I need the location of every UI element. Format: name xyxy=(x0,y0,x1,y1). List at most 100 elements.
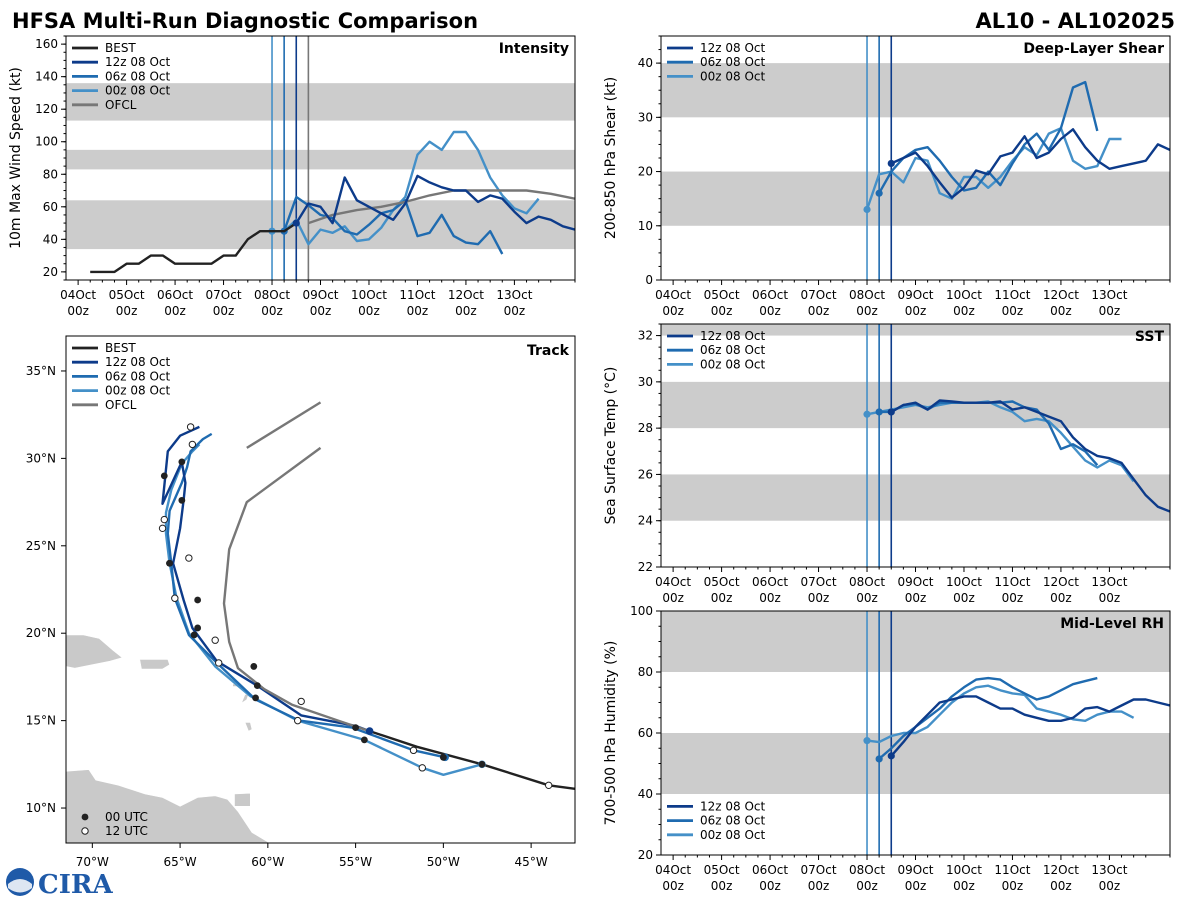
shear-legend-label-06z-08-oct: 06z 08 Oct xyxy=(700,55,766,69)
track-marker-12utc xyxy=(293,716,302,725)
shear-ytick-label: 40 xyxy=(638,56,653,70)
sst-xtick-day: 11Oct xyxy=(994,575,1030,589)
rh-band-0 xyxy=(661,733,1170,794)
land-shape-1 xyxy=(139,659,170,670)
rh-legend-label-06z-08-oct: 06z 08 Oct xyxy=(700,814,766,828)
intensity-xtick-hour: 00z xyxy=(455,304,477,318)
track-marker-00utc xyxy=(160,472,168,480)
intensity-xtick-day: 13Oct xyxy=(496,288,532,302)
intensity-xtick-hour: 00z xyxy=(504,304,526,318)
rh-xtick-day: 05Oct xyxy=(704,863,740,877)
track-ytick-label: 20°N xyxy=(26,626,56,640)
land-shape-4 xyxy=(240,694,249,704)
track-marker-12utc xyxy=(188,440,197,449)
track-marker-00utc xyxy=(253,682,261,690)
sst-xtick-hour: 00z xyxy=(711,591,733,605)
shear-legend-label-12z-08-oct: 12z 08 Oct xyxy=(700,41,766,55)
intensity-xtick-hour: 00z xyxy=(213,304,235,318)
rh-xtick-day: 08Oct xyxy=(849,863,885,877)
sst-ytick-label: 26 xyxy=(638,467,653,481)
shear-ylabel: 200-850 hPa Shear (kt) xyxy=(603,77,619,239)
rh-ytick-label: 40 xyxy=(638,787,653,801)
track-ytick-label: 30°N xyxy=(26,451,56,465)
sst-xtick-day: 08Oct xyxy=(849,575,885,589)
track-xtick-label: 55°W xyxy=(339,855,372,869)
track-marker-00utc xyxy=(194,596,202,604)
rh-xtick-day: 10Oct xyxy=(946,863,982,877)
intensity-xtick-hour: 00z xyxy=(261,304,283,318)
track-panel: 70°W 65°W 60°W 55°W 50°W 45°W 10°N 15°N 20°N 25°N… xyxy=(26,335,576,869)
sst-legend-label-12z-08-oct: 12z 08 Oct xyxy=(700,329,766,343)
track-marker-12utc xyxy=(185,554,193,562)
intensity-xtick-day: 10Oct xyxy=(351,288,387,302)
sst-init-point-12z-08-oct xyxy=(887,408,895,416)
sst-xtick-hour: 00z xyxy=(662,591,684,605)
track-legend-label-06z-08-oct: 06z 08 Oct xyxy=(105,369,171,383)
intensity-panel: 20 40 60 80 100 120 140 160 04Oct 00z 05Oct 00z 06Oc… xyxy=(8,35,576,318)
land-shape-2 xyxy=(66,769,271,843)
intensity-series-12z-08-oct xyxy=(295,174,575,231)
rh-xtick-day: 09Oct xyxy=(897,863,933,877)
shear-xtick-day: 08Oct xyxy=(849,288,885,302)
sst-xtick-hour: 00z xyxy=(905,591,927,605)
intensity-legend-label-ofcl: OFCL xyxy=(105,98,137,112)
intensity-xtick-hour: 00z xyxy=(358,304,380,318)
shear-init-point-12z-08-oct xyxy=(887,159,895,168)
track-series-ofcl xyxy=(222,446,370,733)
track-ytick-label: 25°N xyxy=(26,539,56,553)
sst-xtick-day: 06Oct xyxy=(752,575,788,589)
rh-init-point-06z-08-oct xyxy=(875,755,883,763)
track-legend-00utc-label: 00 UTC xyxy=(105,810,148,824)
shear-series-00z-08-oct xyxy=(865,126,1122,210)
intensity-xtick-hour: 00z xyxy=(164,304,186,318)
shear-xtick-day: 05Oct xyxy=(704,288,740,302)
track-xtick-label: 60°W xyxy=(251,855,284,869)
rh-xtick-hour: 00z xyxy=(905,879,927,893)
intensity-init-point-12z-08-oct xyxy=(292,219,300,227)
sst-series-00z-08-oct xyxy=(866,400,1135,483)
track-frame xyxy=(65,335,576,844)
track-ytick-label: 35°N xyxy=(26,364,56,378)
shear-xtick-day: 12Oct xyxy=(1043,288,1079,302)
intensity-ytick-label: 140 xyxy=(35,70,58,84)
track-legend-label-12z-08-oct: 12z 08 Oct xyxy=(105,355,171,369)
track-marker-00utc xyxy=(352,724,360,732)
shear-ytick-label: 0 xyxy=(645,273,653,287)
intensity-xtick-day: 11Oct xyxy=(399,288,435,302)
rh-xtick-hour: 00z xyxy=(1099,879,1121,893)
shear-series-06z-08-oct xyxy=(878,80,1099,194)
shear-xtick-day: 07Oct xyxy=(801,288,837,302)
rh-xtick-day: 06Oct xyxy=(752,863,788,877)
sst-legend-label-06z-08-oct: 06z 08 Oct xyxy=(700,343,766,357)
intensity-ytick-label: 20 xyxy=(43,265,58,279)
rh-xtick-day: 12Oct xyxy=(1043,863,1079,877)
sst-title: SST xyxy=(1135,329,1165,345)
intensity-ytick-label: 120 xyxy=(35,102,58,116)
intensity-xtick-hour: 00z xyxy=(310,304,332,318)
sst-xtick-hour: 00z xyxy=(808,591,830,605)
track-marker-00utc xyxy=(478,760,486,768)
sst-xtick-hour: 00z xyxy=(856,591,878,605)
track-marker-12utc xyxy=(297,697,305,706)
rh-title: Mid-Level RH xyxy=(1060,616,1164,632)
intensity-series-00z-08-oct xyxy=(272,130,540,246)
rh-ytick-label: 20 xyxy=(638,848,653,862)
sst-legend-label-00z-08-oct: 00z 08 Oct xyxy=(700,357,766,371)
intensity-legend-label-best: BEST xyxy=(105,41,136,55)
sst-init-point-06z-08-oct xyxy=(875,408,883,416)
rh-xtick-day: 13Oct xyxy=(1091,863,1127,877)
intensity-ytick-label: 60 xyxy=(43,200,58,214)
shear-band-1 xyxy=(661,63,1170,118)
rh-plot-area xyxy=(661,611,1170,855)
sst-band-2 xyxy=(661,324,1170,336)
track-marker-12utc xyxy=(409,746,418,755)
sst-xtick-hour: 00z xyxy=(953,591,975,605)
track-plot-area xyxy=(66,401,575,843)
intensity-legend-label-12z-08-oct: 12z 08 Oct xyxy=(105,55,171,69)
track-series-ofcl-ext xyxy=(246,401,322,449)
rh-xtick-day: 11Oct xyxy=(994,863,1030,877)
shear-plot-area xyxy=(661,36,1170,280)
intensity-ylabel: 10m Max Wind Speed (kt) xyxy=(8,67,24,249)
track-marker-00utc xyxy=(178,496,186,504)
